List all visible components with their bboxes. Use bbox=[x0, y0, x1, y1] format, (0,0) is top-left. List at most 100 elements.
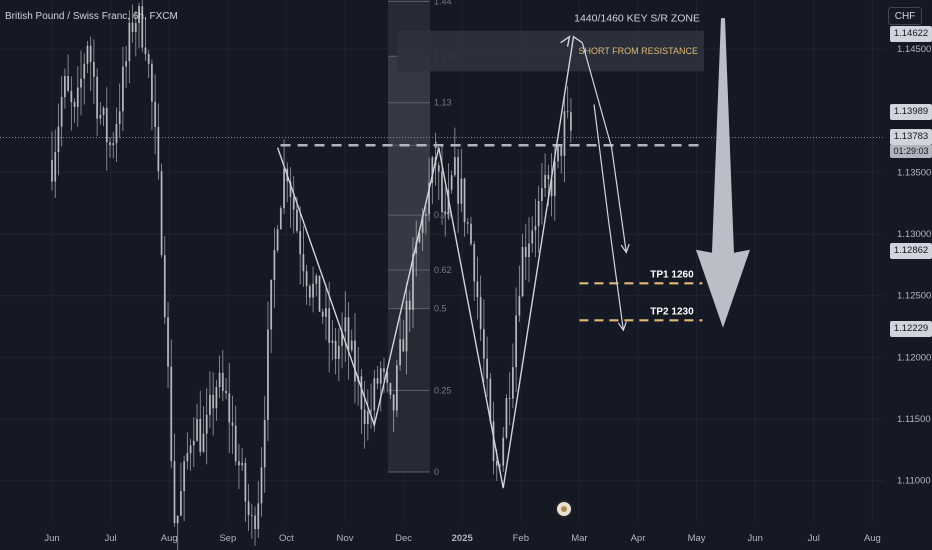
candle-body bbox=[502, 437, 505, 466]
candle-body bbox=[318, 275, 321, 312]
candle-body bbox=[221, 372, 224, 391]
candle-body bbox=[134, 23, 137, 32]
candle-body bbox=[112, 143, 115, 146]
drawings: TP1 1260 TP2 1230 bbox=[0, 18, 884, 489]
x-tick-label: Mar bbox=[571, 533, 587, 544]
price-badge: 1.13989 bbox=[890, 104, 932, 121]
candle-body bbox=[70, 90, 73, 103]
zone-label: 1440/1460 KEY S/R ZONE bbox=[574, 13, 700, 25]
candle-body bbox=[105, 107, 108, 143]
candle-body bbox=[344, 317, 347, 332]
candle-body bbox=[144, 47, 147, 55]
candle-body bbox=[508, 398, 511, 399]
candle-body bbox=[370, 410, 372, 412]
projection-arrow bbox=[581, 42, 627, 253]
x-tick-label: Aug bbox=[864, 533, 881, 544]
fib-level-label: 0.79 bbox=[434, 210, 452, 220]
candle-body bbox=[67, 76, 70, 91]
candle-body bbox=[421, 215, 424, 233]
candle-body bbox=[170, 366, 173, 462]
candle-body bbox=[118, 111, 121, 125]
y-tick-label: 1.13500 bbox=[897, 167, 931, 178]
currency-button[interactable]: CHF bbox=[888, 7, 922, 25]
candle-body bbox=[360, 376, 363, 410]
axes: 1.14500 1.13500 1.13000 1.12500 1.12000 1.115… bbox=[44, 44, 931, 544]
candle-body bbox=[205, 414, 208, 434]
candle-body bbox=[83, 63, 86, 79]
price-badge: 1.12862 bbox=[890, 243, 932, 260]
candle-body bbox=[347, 317, 350, 351]
candle-body bbox=[92, 61, 95, 77]
candle-body bbox=[383, 368, 385, 372]
y-tick-label: 1.11000 bbox=[897, 476, 931, 487]
candle-body bbox=[557, 146, 559, 162]
candle-body bbox=[234, 425, 237, 462]
chart-title: British Pound / Swiss Franc, 6h, FXCM bbox=[5, 11, 178, 22]
candle-body bbox=[151, 63, 153, 102]
candle-body bbox=[283, 168, 285, 209]
short-label: SHORT FROM RESISTANCE bbox=[578, 46, 698, 56]
candle-body bbox=[192, 440, 195, 446]
candle-body bbox=[141, 6, 144, 48]
candle-body bbox=[76, 87, 79, 107]
candle-body bbox=[250, 515, 253, 516]
candle-body bbox=[247, 501, 250, 516]
candle-body bbox=[531, 230, 534, 244]
candle-body bbox=[399, 339, 401, 366]
candle-body bbox=[389, 382, 392, 395]
candle-body bbox=[305, 271, 308, 287]
candle-body bbox=[238, 461, 240, 466]
candle-body bbox=[376, 378, 379, 384]
candle-body bbox=[154, 101, 157, 127]
candle-body bbox=[453, 157, 456, 176]
candle-body bbox=[99, 114, 102, 119]
candle-body bbox=[350, 340, 353, 351]
x-tick-label: Jul bbox=[808, 533, 820, 544]
candle-body bbox=[241, 462, 244, 466]
candle-body bbox=[60, 97, 63, 127]
candle-body bbox=[302, 254, 305, 272]
candle-body bbox=[296, 209, 298, 232]
candle-body bbox=[482, 329, 485, 359]
candle-body bbox=[57, 126, 60, 153]
candle-body bbox=[511, 367, 514, 399]
candle-body bbox=[273, 250, 276, 280]
candle-body bbox=[331, 340, 334, 343]
fib-level-label: 0.62 bbox=[434, 265, 452, 275]
tp1-label: TP1 1260 bbox=[650, 269, 694, 280]
candle-body bbox=[199, 419, 202, 452]
candle-body bbox=[183, 461, 186, 492]
y-tick-label: 1.12000 bbox=[897, 352, 931, 363]
candle-body bbox=[292, 196, 295, 210]
candle-body bbox=[254, 515, 256, 530]
candle-body bbox=[441, 171, 443, 212]
candle-body bbox=[122, 66, 124, 112]
candle-body bbox=[473, 244, 476, 282]
candle-body bbox=[321, 311, 324, 317]
candle-body bbox=[212, 394, 215, 409]
big-down-arrow bbox=[695, 18, 750, 328]
candle-body bbox=[96, 76, 99, 119]
candle-body bbox=[54, 152, 57, 182]
x-tick-label: Apr bbox=[631, 533, 646, 544]
projection-arrowhead bbox=[617, 321, 627, 332]
candle-body bbox=[354, 340, 356, 382]
candle-body bbox=[437, 165, 440, 172]
candle-body bbox=[109, 142, 111, 146]
candle-body bbox=[405, 300, 408, 352]
candle-body bbox=[424, 213, 427, 216]
candle-body bbox=[534, 226, 537, 231]
events-icon[interactable] bbox=[555, 500, 573, 518]
candle-body bbox=[341, 331, 343, 346]
candle-body bbox=[412, 253, 414, 310]
y-tick-label: 1.12500 bbox=[897, 291, 931, 302]
sr-zone: 1440/1460 KEY S/R ZONE SHORT FROM RESISTA… bbox=[397, 13, 704, 72]
candle-body bbox=[431, 157, 434, 183]
candle-body bbox=[157, 126, 160, 172]
candle-body bbox=[160, 171, 163, 256]
candle-body bbox=[63, 76, 66, 98]
candle-body bbox=[186, 453, 189, 462]
